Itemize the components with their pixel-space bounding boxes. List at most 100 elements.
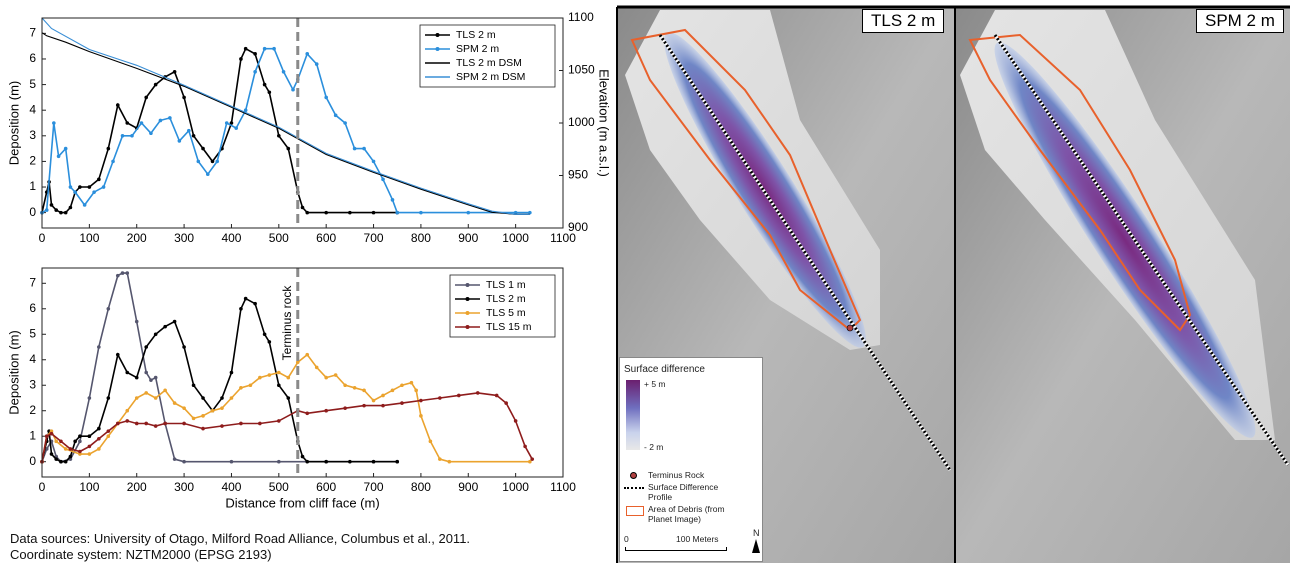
y-tick-label: 5: [29, 77, 36, 91]
point: [201, 396, 205, 400]
point: [68, 454, 73, 459]
point: [191, 416, 196, 421]
point: [239, 306, 243, 311]
point: [300, 454, 305, 459]
point: [371, 398, 376, 403]
point: [343, 121, 347, 125]
point: [106, 434, 111, 439]
x-tick-label: 800: [411, 480, 431, 494]
point: [333, 113, 338, 118]
x-tick-label: 200: [127, 231, 147, 245]
point: [220, 424, 224, 428]
charts: 0 100 200 300 400 500 600 700 800 900 1000 11000123…: [6, 10, 612, 510]
x-tick-label: 500: [269, 480, 289, 494]
footer-crs: Coordinate system: NZTM2000 (EPSG 2193): [10, 547, 272, 562]
point: [78, 434, 82, 439]
point: [277, 459, 281, 464]
point: [438, 396, 442, 400]
point: [215, 159, 220, 164]
point: [115, 273, 120, 278]
point: [248, 383, 253, 388]
point: [205, 172, 210, 177]
point: [324, 408, 328, 413]
point: [277, 370, 281, 375]
point: [182, 421, 186, 426]
point: [63, 447, 68, 451]
x-tick-label: 1000: [502, 480, 529, 494]
point: [210, 159, 215, 164]
north-arrow: [752, 539, 760, 553]
point: [134, 396, 139, 400]
point: [220, 406, 224, 410]
point: [272, 46, 276, 51]
point: [106, 146, 111, 151]
y-tick-label: 2: [29, 154, 36, 168]
point: [172, 319, 177, 324]
x-tick-label: 200: [127, 480, 147, 494]
point: [210, 408, 215, 413]
point: [229, 459, 234, 464]
point: [163, 421, 167, 426]
y-tick-label: 7: [29, 26, 36, 40]
point: [139, 121, 144, 125]
legend-swatch: [624, 487, 644, 489]
point: [54, 439, 59, 444]
series-line: [41, 297, 398, 463]
x-tick-label: 1100: [550, 231, 576, 245]
point: [362, 403, 366, 408]
plot-frame: [41, 267, 564, 478]
point: [305, 411, 310, 416]
panel-label: SPM 2 m: [1196, 9, 1284, 33]
point: [381, 403, 385, 408]
series-line: [41, 47, 530, 214]
point: [63, 210, 68, 215]
x-tick-label: 900: [458, 231, 478, 245]
point: [447, 459, 452, 464]
annotation: Terminus rock: [280, 285, 294, 361]
point: [457, 393, 461, 398]
point: [258, 375, 262, 380]
point: [286, 396, 291, 400]
point: [371, 459, 376, 464]
y2-axis-label: Elevation (m a.s.l.): [597, 69, 612, 177]
point: [494, 393, 499, 398]
point: [258, 421, 262, 426]
y-tick-label: 6: [29, 301, 36, 315]
ramp-max: + 5 m: [644, 379, 666, 389]
point: [115, 103, 120, 107]
point: [419, 414, 423, 418]
point: [68, 447, 73, 451]
point: [134, 375, 139, 380]
point: [115, 421, 120, 426]
point: [111, 159, 115, 164]
point: [44, 434, 49, 439]
point: [97, 345, 101, 349]
point: [395, 210, 400, 215]
point: [115, 352, 120, 357]
x-tick-label: 1100: [550, 480, 576, 494]
point: [78, 185, 82, 189]
x-tick-label: 500: [269, 231, 289, 245]
point: [87, 444, 92, 449]
point: [428, 439, 433, 444]
x-tick-label: 400: [221, 480, 241, 494]
point: [134, 421, 139, 426]
point: [68, 205, 73, 210]
point: [530, 457, 535, 461]
point: [262, 46, 267, 51]
plot-frame: [41, 17, 564, 229]
point: [63, 459, 68, 464]
point: [92, 190, 96, 194]
point: [97, 447, 101, 451]
point: [305, 352, 310, 357]
legend-swatch: [626, 506, 644, 516]
x-tick-label: 100: [79, 480, 99, 494]
map-legend: Surface difference + 5 m - 2 m Terminus …: [619, 357, 763, 562]
x-tick-label: 600: [316, 480, 336, 494]
point: [87, 434, 92, 439]
panel-label: TLS 2 m: [862, 9, 945, 33]
point: [229, 121, 234, 125]
point: [362, 146, 366, 151]
point: [59, 210, 63, 215]
